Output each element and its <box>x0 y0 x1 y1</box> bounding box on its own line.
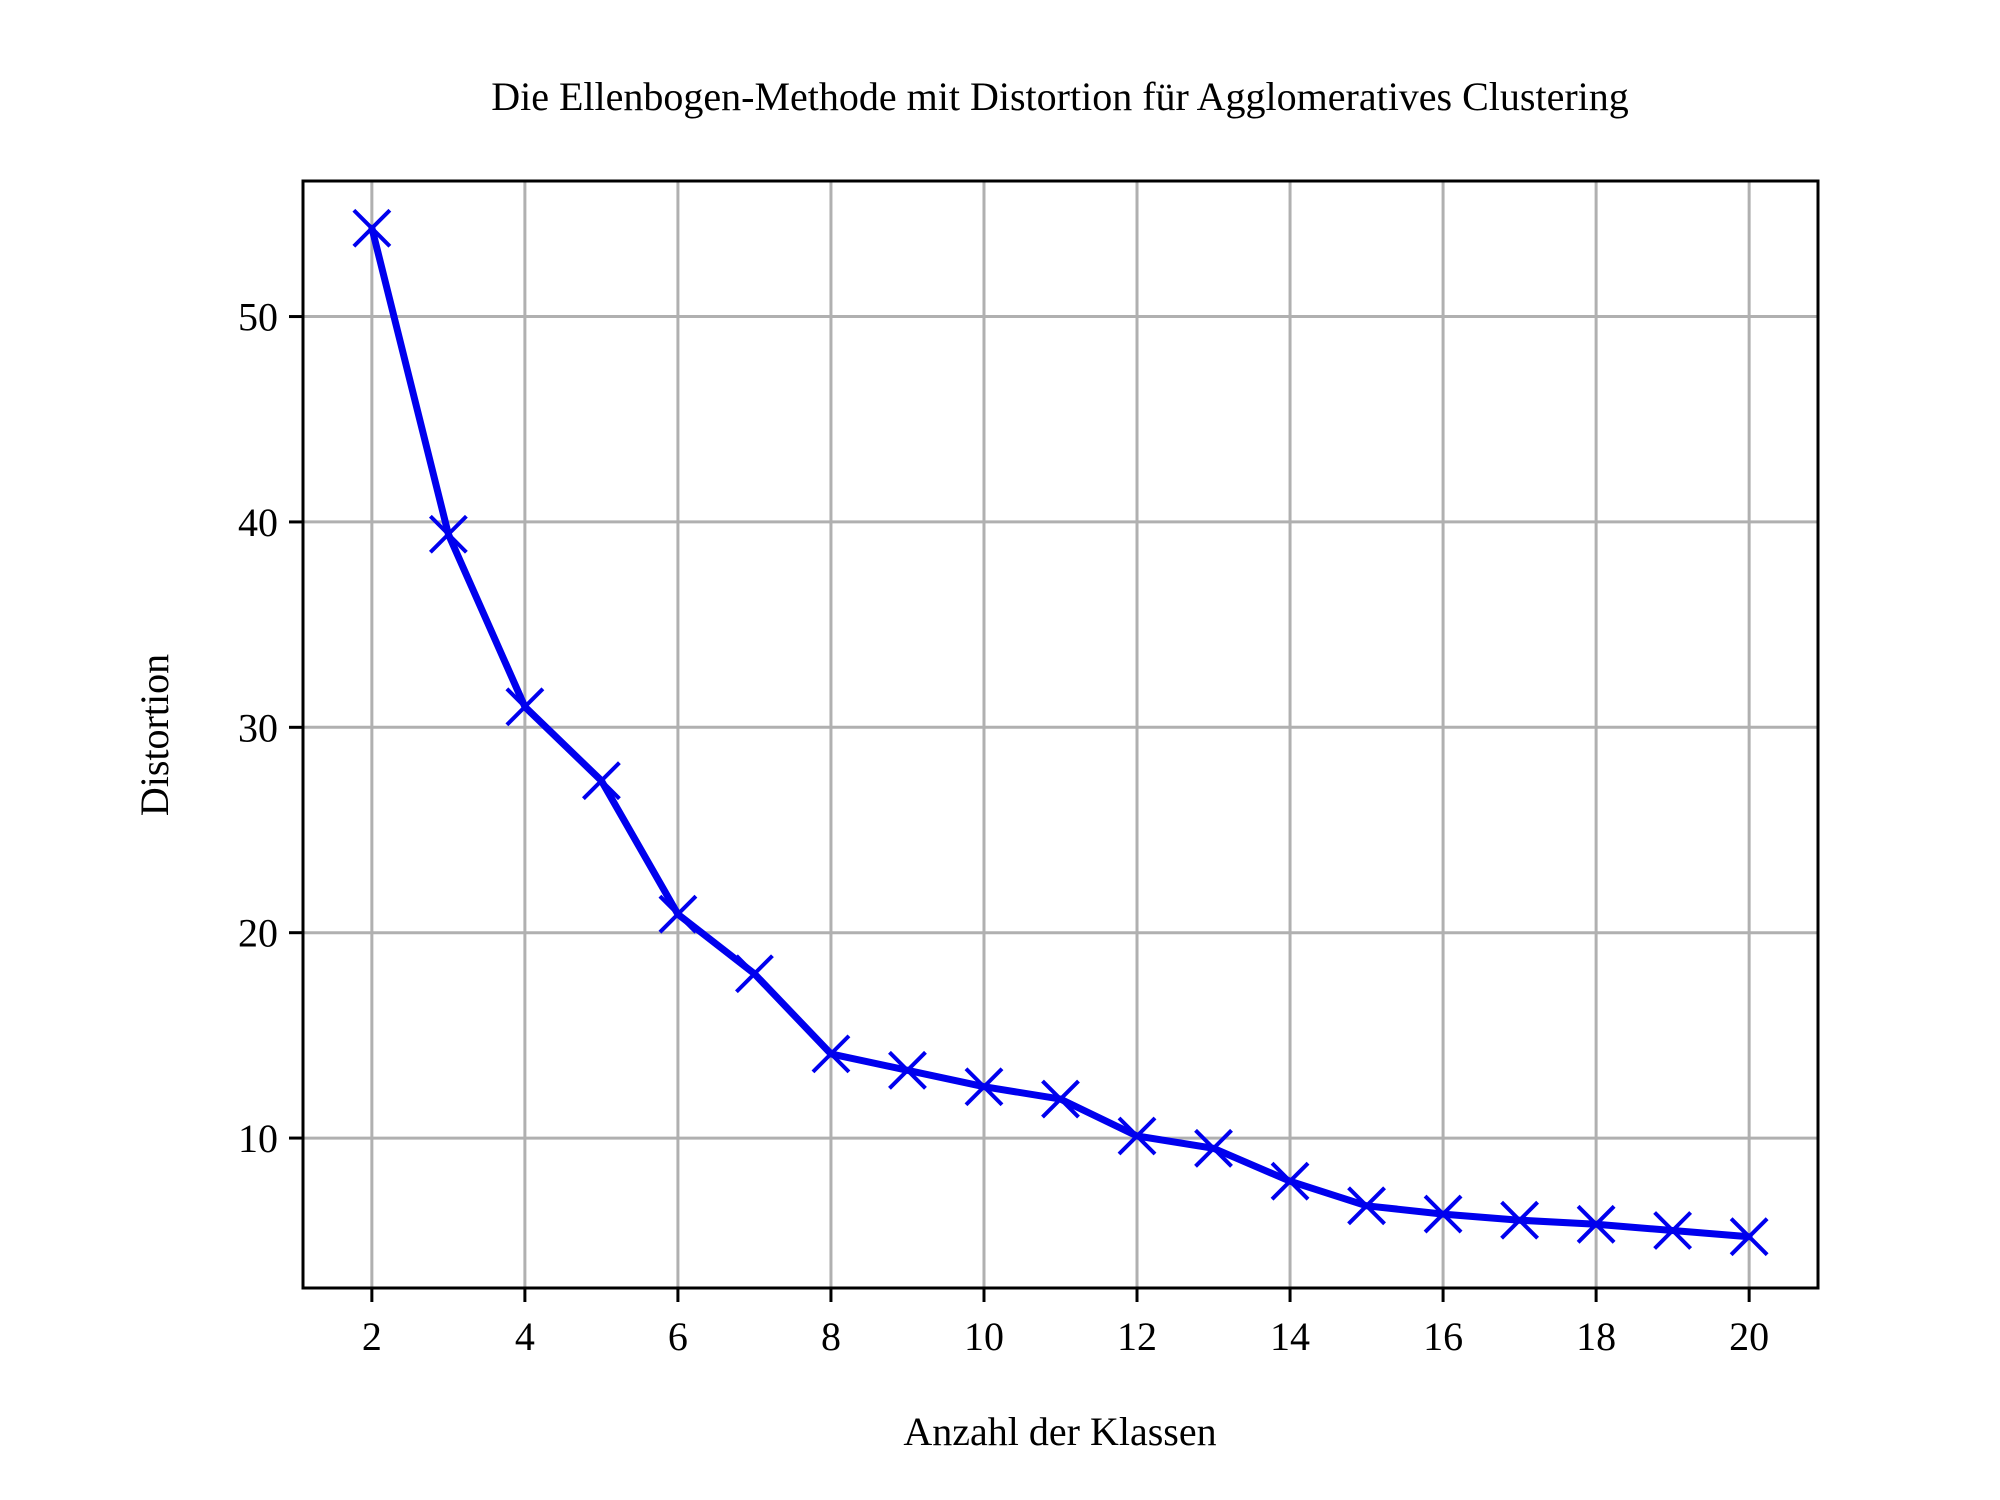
data-point-marker <box>1270 1161 1310 1201</box>
x-axis-label: Anzahl der Klassen <box>903 1409 1216 1454</box>
data-point-marker <box>1194 1128 1233 1168</box>
data-point-marker <box>1729 1217 1769 1257</box>
ticks: 2 4 6 8 10 12 14 16 18 20 10 20 30 40 50 <box>238 295 1769 1359</box>
chart-title: Die Ellenbogen-Methode mit Distortion fü… <box>491 74 1629 119</box>
x-tick-label: 14 <box>1270 1314 1310 1359</box>
data-point-marker <box>1576 1204 1616 1244</box>
x-tick-label: 18 <box>1576 1314 1616 1359</box>
y-tick-label: 40 <box>238 500 278 545</box>
data-point-marker <box>658 894 698 934</box>
data-point-marker <box>964 1067 1004 1107</box>
x-tick-label: 6 <box>668 1314 688 1359</box>
data-point-marker <box>811 1034 851 1074</box>
series-line <box>368 224 1753 1241</box>
data-point-marker <box>1423 1194 1463 1234</box>
data-point-marker <box>1347 1186 1386 1226</box>
series-layer <box>352 208 1769 1257</box>
x-tick-label: 10 <box>964 1314 1004 1359</box>
data-point-marker <box>352 208 392 248</box>
data-point-marker <box>1653 1211 1693 1250</box>
data-point-marker <box>1117 1116 1157 1156</box>
data-point-marker <box>888 1050 927 1090</box>
x-tick-label: 4 <box>515 1314 535 1359</box>
data-point-marker <box>735 954 774 994</box>
plot-area-frame <box>301 179 1820 1290</box>
y-tick-label: 50 <box>238 295 278 340</box>
x-tick-label: 20 <box>1729 1314 1769 1359</box>
data-point-marker <box>1041 1079 1080 1119</box>
data-point-marker <box>428 514 468 554</box>
x-tick-label: 8 <box>821 1314 841 1359</box>
data-point-marker <box>505 687 545 727</box>
x-tick-label: 2 <box>362 1314 382 1359</box>
y-tick-label: 10 <box>238 1116 278 1161</box>
grid <box>303 181 1818 1288</box>
y-tick-label: 20 <box>238 911 278 956</box>
y-axis-label: Distortion <box>132 654 177 816</box>
x-tick-label: 16 <box>1423 1314 1463 1359</box>
y-tick-label: 30 <box>238 705 278 750</box>
x-tick-label: 12 <box>1117 1314 1157 1359</box>
data-point-marker <box>581 761 621 801</box>
data-point-marker <box>1500 1200 1540 1240</box>
